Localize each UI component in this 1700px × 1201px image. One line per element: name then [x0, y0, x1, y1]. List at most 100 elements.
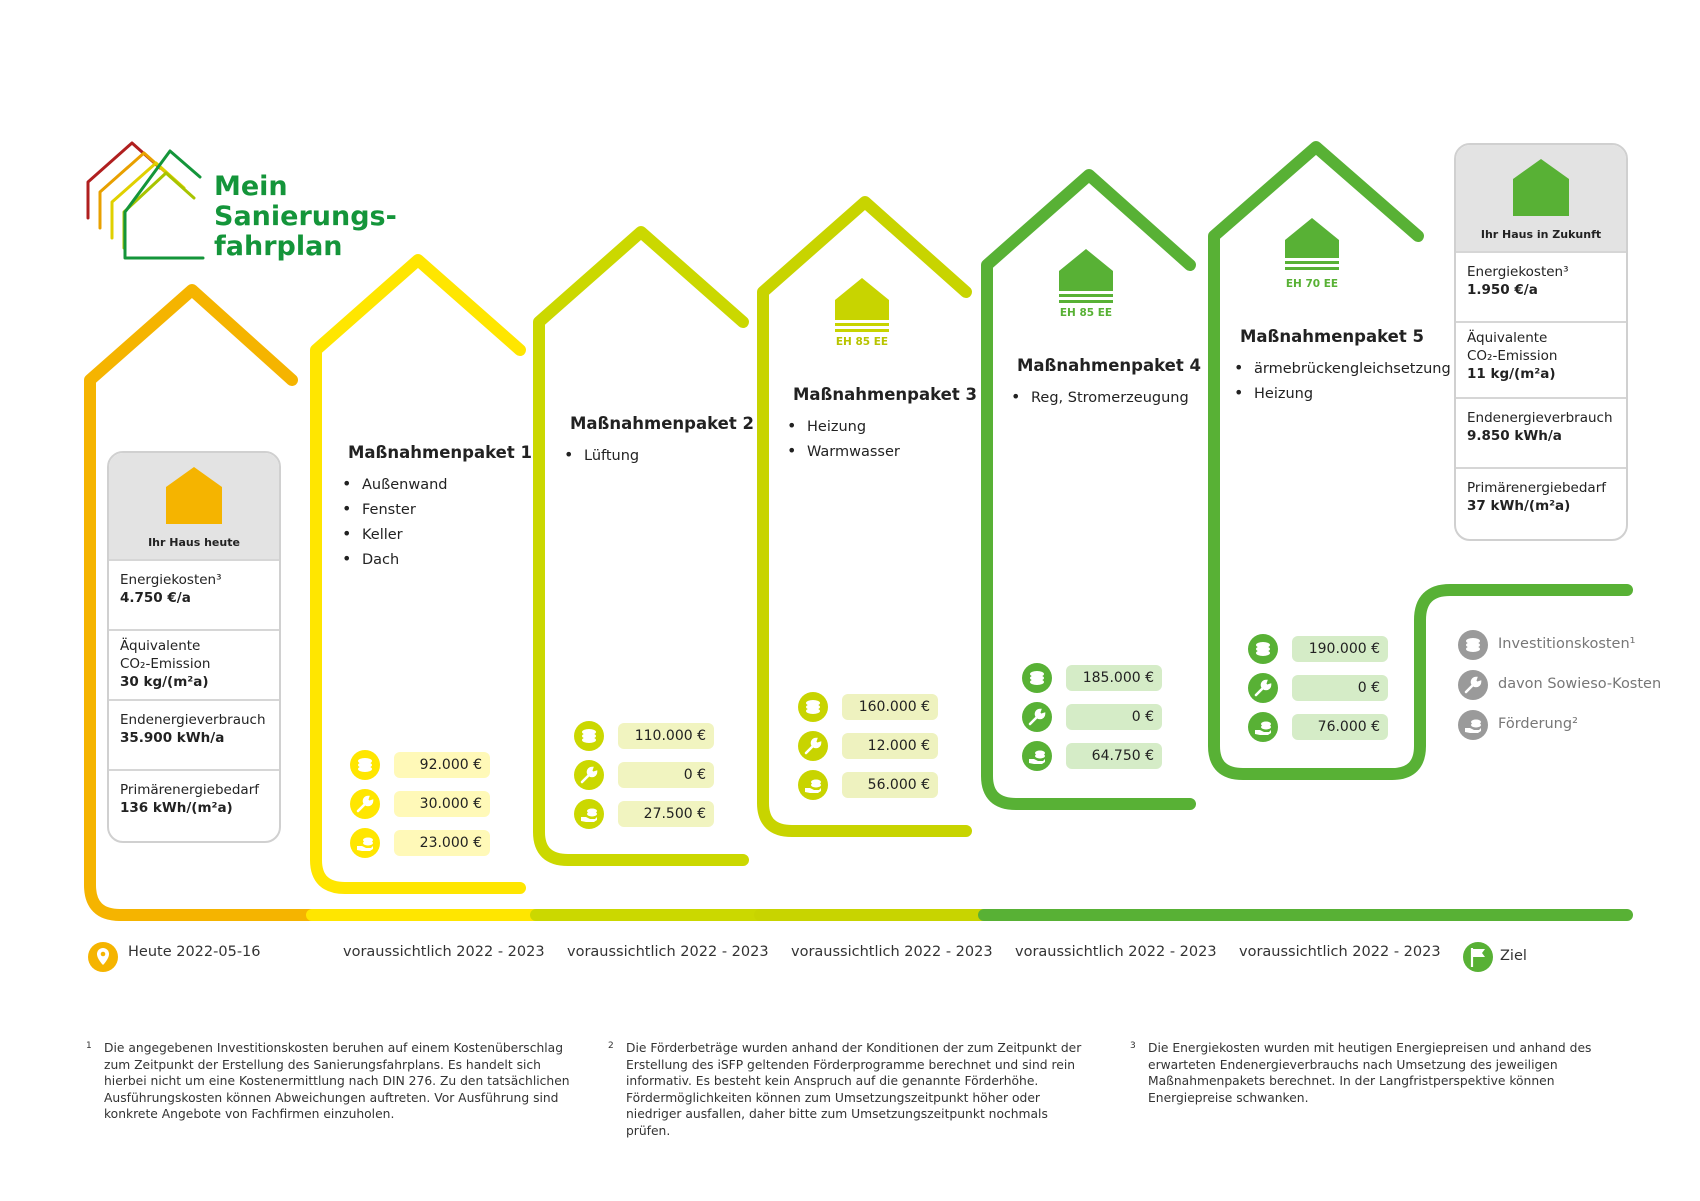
future-card-title: Ihr Haus in Zukunft — [1480, 228, 1602, 241]
house-package-3-outline — [757, 196, 972, 837]
package-1-title: Maßnahmenpaket 1 — [348, 443, 532, 462]
future-energy-costs-value: 1.950 €/a — [1467, 282, 1538, 298]
future-primary-energy-value: 37 kWh/(m²a) — [1467, 498, 1571, 514]
list-item: Dach — [342, 547, 448, 572]
today-final-energy-label: Endenergieverbrauch — [120, 712, 266, 728]
house-package-2-outline — [533, 226, 749, 866]
package-5-items: ärmebrückengleichsetzung Heizung — [1234, 356, 1451, 406]
today-card-title: Ihr Haus heute — [148, 536, 240, 549]
package-3-items: Heizung Warmwasser — [787, 414, 900, 464]
today-co2-value: 30 kg/(m²a) — [120, 674, 209, 690]
footnote-1-text: Die angegebenen Investitionskosten beruh… — [104, 1041, 570, 1121]
future-co2-label2: CO₂-Emission — [1467, 348, 1558, 364]
timeline-date-4: voraussichtlich 2022 - 2023 — [1015, 944, 1217, 960]
package-1-items: Außenwand Fenster Keller Dach — [342, 472, 448, 572]
timeline-date-5: voraussichtlich 2022 - 2023 — [1239, 944, 1441, 960]
legend-invest-icon — [1458, 630, 1488, 660]
legend-foerderung-label: Förderung² — [1498, 716, 1578, 732]
coins-icon — [1248, 634, 1278, 664]
logo-line-1: Mein — [214, 171, 288, 202]
package-3-title: Maßnahmenpaket 3 — [793, 385, 977, 404]
future-co2: Äquivalente CO₂-Emission 11 kg/(m²a) — [1456, 323, 1626, 399]
legend-sowieso-icon — [1458, 670, 1488, 700]
package-2-items: Lüftung — [564, 443, 639, 468]
today-co2-label: Äquivalente — [120, 638, 201, 654]
future-energy-costs-label: Energiekosten³ — [1467, 264, 1569, 280]
today-energy-costs-label: Energiekosten³ — [120, 572, 222, 588]
footnote-3-text: Die Energiekosten wurden mit heutigen En… — [1148, 1041, 1592, 1105]
house-package-5-outline — [1208, 141, 1633, 780]
eh-house-icon-4 — [1059, 249, 1113, 303]
package-4-invest-cost: 185.000 € — [1066, 665, 1162, 691]
package-2-invest-cost: 110.000 € — [618, 723, 714, 749]
wrench-icon — [574, 760, 604, 790]
legend-foerderung-icon — [1458, 710, 1488, 740]
today-energy-costs: Energiekosten³ 4.750 €/a — [109, 561, 279, 631]
package-5-eh-label: EH 70 EE — [1285, 278, 1339, 290]
wrench-icon — [350, 789, 380, 819]
future-energy-costs: Energiekosten³ 1.950 €/a — [1456, 253, 1626, 323]
package-3-sowieso-cost: 12.000 € — [842, 733, 938, 759]
package-4-title: Maßnahmenpaket 4 — [1017, 356, 1201, 375]
legend-sowieso-label: davon Sowieso-Kosten — [1498, 676, 1662, 692]
coins-icon — [1022, 663, 1052, 693]
logo-text: Mein Sanierungs- fahrplan — [214, 172, 397, 262]
today-card: Ihr Haus heute Energiekosten³ 4.750 €/a … — [107, 451, 281, 843]
timeline-date-1: voraussichtlich 2022 - 2023 — [343, 944, 545, 960]
timeline-goal: Ziel — [1500, 948, 1527, 964]
flag-icon — [1463, 942, 1493, 972]
today-final-energy: Endenergieverbrauch 35.900 kWh/a — [109, 701, 279, 771]
coins-icon — [350, 750, 380, 780]
list-item: Keller — [342, 522, 448, 547]
house-package-4-outline — [981, 169, 1196, 810]
package-3-eh-label: EH 85 EE — [835, 336, 889, 348]
coins-icon — [798, 692, 828, 722]
eh-house-icon-3 — [835, 278, 889, 332]
list-item: Reg, Stromerzeugung — [1011, 385, 1189, 410]
package-5-sowieso-cost: 0 € — [1292, 675, 1388, 701]
today-co2: Äquivalente CO₂-Emission 30 kg/(m²a) — [109, 631, 279, 701]
list-item: Lüftung — [564, 443, 639, 468]
future-card: Ihr Haus in Zukunft Energiekosten³ 1.950… — [1454, 143, 1628, 541]
package-1-invest-cost: 92.000 € — [394, 752, 490, 778]
legend-invest-label: Investitionskosten¹ — [1498, 636, 1636, 652]
house-package-1-outline — [310, 254, 526, 894]
future-co2-label: Äquivalente — [1467, 330, 1548, 346]
future-primary-energy-label: Primärenergiebedarf — [1467, 480, 1607, 496]
list-item: Warmwasser — [787, 439, 900, 464]
package-5-title: Maßnahmenpaket 5 — [1240, 327, 1424, 346]
package-5-invest-cost: 190.000 € — [1292, 636, 1388, 662]
footnote-1: 1 Die angegebenen Investitionskosten ber… — [86, 1040, 579, 1123]
list-item: ärmebrückengleichsetzung — [1234, 356, 1451, 381]
house-today-icon — [166, 467, 222, 524]
package-4-items: Reg, Stromerzeugung — [1011, 385, 1189, 410]
list-item: Fenster — [342, 497, 448, 522]
package-2-sowieso-cost: 0 € — [618, 762, 714, 788]
footnote-2-number: 2 — [608, 1041, 614, 1051]
today-energy-costs-value: 4.750 €/a — [120, 590, 191, 606]
package-4-sowieso-cost: 0 € — [1066, 704, 1162, 730]
logo-line-2: Sanierungs- — [214, 201, 397, 232]
today-card-header: Ihr Haus heute — [109, 453, 279, 561]
house-future-icon — [1513, 159, 1569, 216]
list-item: Heizung — [1234, 381, 1451, 406]
footnote-2: 2 Die Förderbeträge wurden anhand der Ko… — [608, 1040, 1096, 1139]
future-final-energy-label: Endenergieverbrauch — [1467, 410, 1613, 426]
package-4-eh-label: EH 85 EE — [1059, 307, 1113, 319]
future-card-header: Ihr Haus in Zukunft — [1456, 145, 1626, 253]
list-item: Außenwand — [342, 472, 448, 497]
future-final-energy: Endenergieverbrauch 9.850 kWh/a — [1456, 399, 1626, 469]
future-primary-energy: Primärenergiebedarf 37 kWh/(m²a) — [1456, 469, 1626, 539]
today-primary-energy-label: Primärenergiebedarf — [120, 782, 260, 798]
logo-icon — [86, 141, 205, 260]
package-2-subsidy-amount: 27.500 € — [618, 801, 714, 827]
future-co2-value: 11 kg/(m²a) — [1467, 366, 1556, 382]
package-5-subsidy-amount: 76.000 € — [1292, 714, 1388, 740]
subsidy-icon — [574, 799, 604, 829]
footnote-3-number: 3 — [1130, 1041, 1136, 1051]
future-final-energy-value: 9.850 kWh/a — [1467, 428, 1562, 444]
package-3-invest-cost: 160.000 € — [842, 694, 938, 720]
package-1-subsidy-amount: 23.000 € — [394, 830, 490, 856]
location-pin-icon — [88, 942, 118, 972]
